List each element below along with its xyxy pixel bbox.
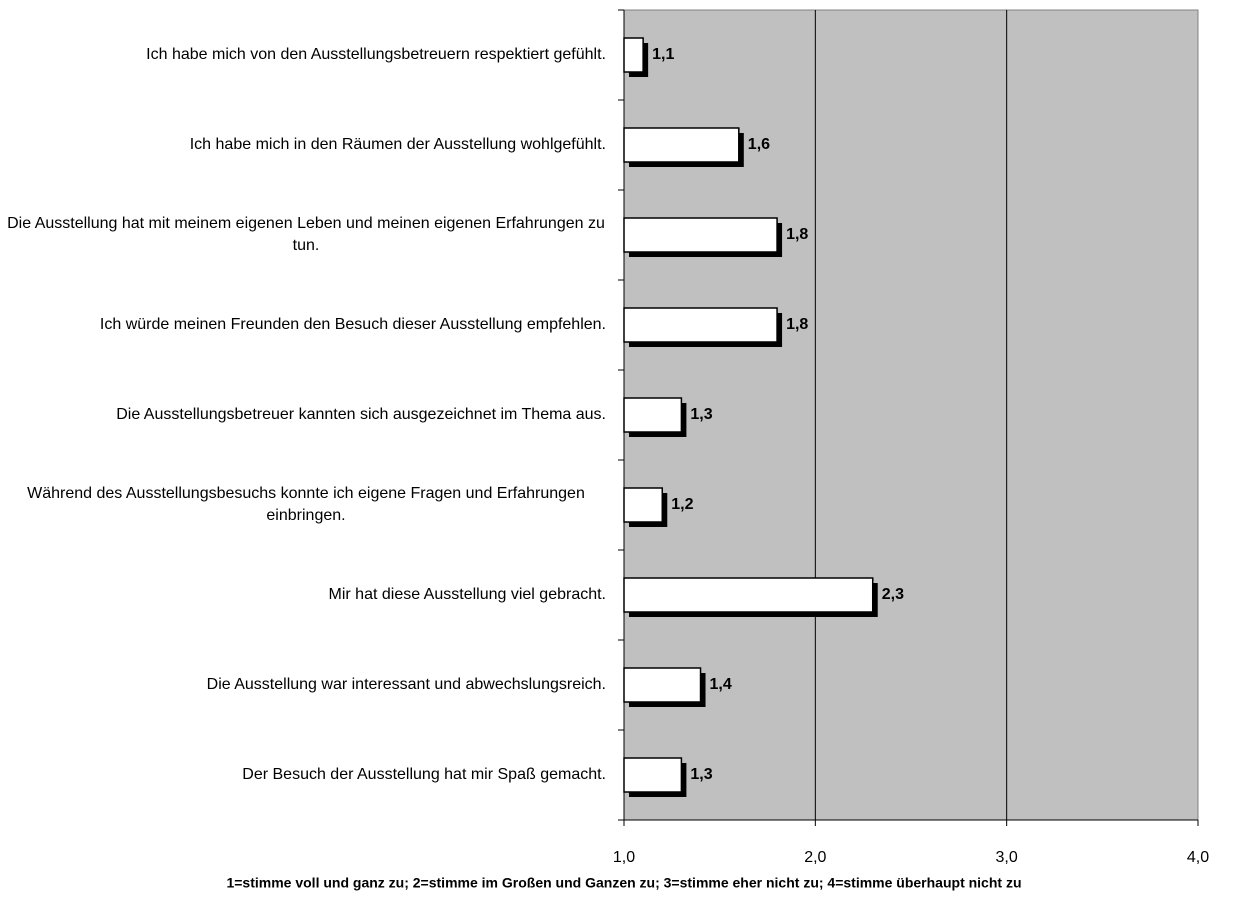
y-tick-label: Ich habe mich von den Ausstellungsbetreu… <box>146 46 606 63</box>
bar <box>623 217 778 253</box>
value-label: 1,1 <box>652 46 674 63</box>
value-label: 1,3 <box>690 766 712 783</box>
bar <box>623 577 874 613</box>
value-label: 1,4 <box>710 676 732 693</box>
value-label: 2,3 <box>882 586 904 603</box>
bar <box>623 127 740 163</box>
y-tick-label: Während des Ausstellungsbesuchs konnte i… <box>27 485 585 524</box>
value-label: 1,8 <box>786 316 808 333</box>
bar <box>623 757 683 793</box>
y-tick-label: Mir hat diese Ausstellung viel gebracht. <box>328 586 606 603</box>
y-tick-label: Die Ausstellungsbetreuer kannten sich au… <box>116 406 606 423</box>
bar <box>623 667 702 703</box>
y-tick-label: Die Ausstellung hat mit meinem eigenen L… <box>7 215 605 254</box>
bar <box>623 307 778 343</box>
x-tick-label: 1,0 <box>613 849 635 866</box>
x-tick-label: 3,0 <box>996 849 1018 866</box>
y-tick-label: Der Besuch der Ausstellung hat mir Spaß … <box>242 766 606 783</box>
value-label: 1,3 <box>690 406 712 423</box>
bar <box>623 487 664 523</box>
value-label: 1,2 <box>671 496 693 513</box>
y-tick-label: Die Ausstellung war interessant und abwe… <box>206 676 606 693</box>
y-tick-label: Ich würde meinen Freunden den Besuch die… <box>99 316 606 333</box>
bar <box>623 397 683 433</box>
value-label: 1,6 <box>748 136 770 153</box>
x-tick-label: 2,0 <box>804 849 826 866</box>
x-tick-label: 4,0 <box>1187 849 1209 866</box>
footnote: 1=stimme voll und ganz zu; 2=stimme im G… <box>226 875 1021 891</box>
bar <box>623 37 644 73</box>
value-label: 1,8 <box>786 226 808 243</box>
y-tick-label: Ich habe mich in den Räumen der Ausstell… <box>189 136 606 153</box>
